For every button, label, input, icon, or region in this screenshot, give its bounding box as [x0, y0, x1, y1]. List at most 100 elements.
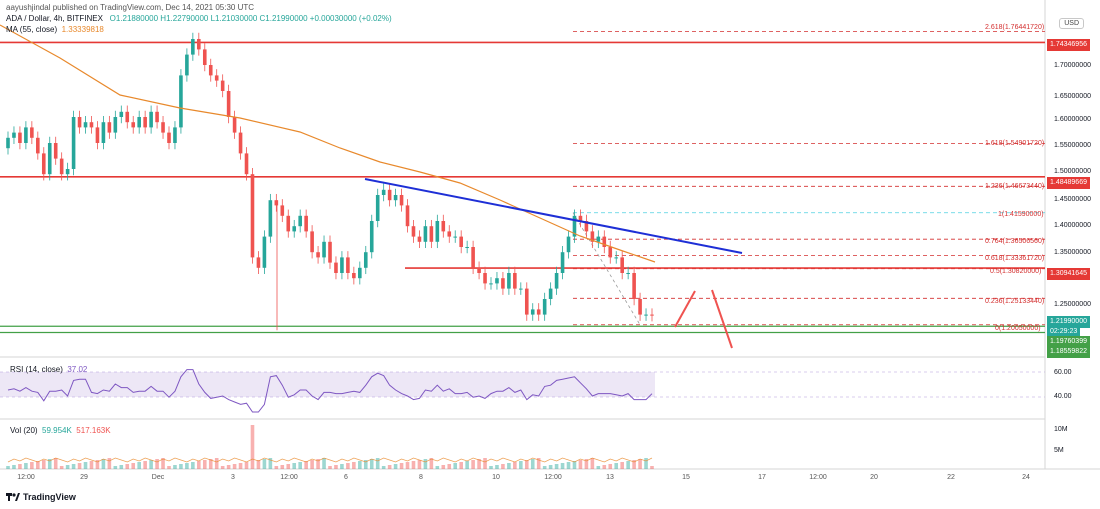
price-tick: 1.25000000 [1054, 301, 1091, 308]
candle-body [304, 215, 308, 232]
volume-bar [375, 458, 380, 469]
candle-body [459, 236, 463, 247]
time-tick: 8 [419, 474, 423, 481]
volume-bar [89, 461, 94, 469]
candle-countdown-tag: 02:29:23 [1047, 326, 1081, 338]
fib-label-0764: 0.764(1.36506560) [985, 238, 1045, 245]
volume-bar [644, 458, 648, 469]
candle-body [435, 221, 440, 242]
volume-bar [328, 466, 332, 469]
volume-bar [125, 464, 130, 469]
support-1-tag: 1.19760399 [1047, 336, 1090, 348]
candle-body [77, 117, 82, 128]
volume-bar [530, 459, 535, 469]
volume-bar [286, 464, 291, 469]
volume-bar [304, 461, 308, 469]
volume-bar [441, 465, 446, 469]
bearish-trend-line [364, 178, 743, 254]
volume-bar [596, 466, 601, 469]
volume-bar [274, 466, 279, 469]
volume-bar [250, 425, 255, 469]
candle-body [125, 111, 130, 123]
volume-bar [572, 461, 577, 469]
volume-bar [149, 460, 153, 469]
volume-bar [447, 464, 452, 469]
candle-body [208, 65, 213, 76]
currency-button[interactable]: USD [1059, 18, 1084, 29]
volume-bar [387, 465, 392, 469]
volume-bar [238, 463, 243, 469]
volume-bar [423, 459, 428, 469]
candle-body [399, 195, 404, 206]
candle-body [620, 257, 624, 273]
volume-bar [310, 460, 314, 469]
volume-bar [626, 461, 630, 469]
price-tick: 1.45000000 [1054, 196, 1091, 203]
rsi-legend[interactable]: RSI (14, close) 37.02 [10, 365, 87, 374]
candle-body [644, 314, 648, 316]
volume-bar [411, 461, 416, 469]
candle-body [501, 278, 505, 289]
candle-body [167, 132, 171, 143]
volume-bar [208, 459, 213, 469]
volume-bar [346, 463, 350, 469]
volume-bar [566, 462, 571, 469]
volume-bar [36, 461, 40, 469]
candle-body [393, 195, 398, 201]
candle-body [632, 273, 636, 299]
candle-body [36, 137, 40, 154]
fib-anchor-line [572, 212, 641, 325]
fib-label-0: 0(1.20050000) [995, 325, 1041, 332]
symbol-legend[interactable]: ADA / Dollar, 4h, BITFINEX O1.21880000 H… [6, 14, 392, 23]
candle-body [495, 278, 499, 284]
candle-body [65, 169, 70, 175]
candle-body [101, 122, 106, 143]
fib-label-05: 0.5(1.30820000) [990, 268, 1042, 275]
time-tick: 6 [344, 474, 348, 481]
support-2-tag: 1.18559822 [1047, 346, 1090, 358]
volume-bar [340, 464, 344, 469]
candle-body [292, 226, 297, 232]
rsi-tick: 60.00 [1054, 369, 1072, 376]
volume-bar [620, 462, 624, 469]
candle-body [447, 231, 452, 237]
candle-body [608, 247, 613, 258]
volume-bar [435, 466, 440, 469]
last-price-tag: 1.21990000 [1047, 316, 1090, 328]
candle-body [381, 189, 386, 195]
candle-body [232, 117, 237, 133]
volume-bar [453, 463, 458, 469]
candle-body [30, 127, 34, 138]
volume-legend[interactable]: Vol (20) 59.954K 517.163K [10, 426, 111, 435]
time-tick: Dec [151, 474, 165, 481]
volume-bar [197, 461, 201, 469]
volume-bar [524, 460, 529, 469]
time-tick: 12:00 [280, 474, 298, 481]
candle-body [155, 111, 159, 123]
candle-body [95, 127, 100, 143]
ma-legend[interactable]: MA (55, close) 1.33339818 [6, 25, 104, 34]
time-tick: 13 [606, 474, 614, 481]
volume-bar [495, 465, 499, 469]
volume-bar [513, 462, 517, 469]
candle-body [280, 205, 285, 216]
candle-body [143, 117, 147, 128]
volume-bar [352, 462, 356, 469]
symbol-name[interactable]: ADA / Dollar, 4h, BITFINEX [6, 14, 103, 23]
volume-bar [95, 460, 100, 469]
candle-body [18, 132, 22, 143]
volume-bar [459, 462, 463, 469]
volume-bar [548, 465, 553, 469]
candle-body [554, 273, 559, 289]
candle-body [83, 122, 88, 128]
price-tick: 1.65000000 [1054, 93, 1091, 100]
volume-bar [477, 459, 481, 469]
volume-bar [536, 458, 541, 469]
volume-bar [501, 464, 505, 469]
volume-bar [6, 466, 10, 469]
volume-bar [358, 461, 362, 469]
candle-body [173, 127, 177, 143]
volume-bar [59, 466, 64, 469]
tradingview-logo[interactable]: TradingView [6, 492, 76, 502]
